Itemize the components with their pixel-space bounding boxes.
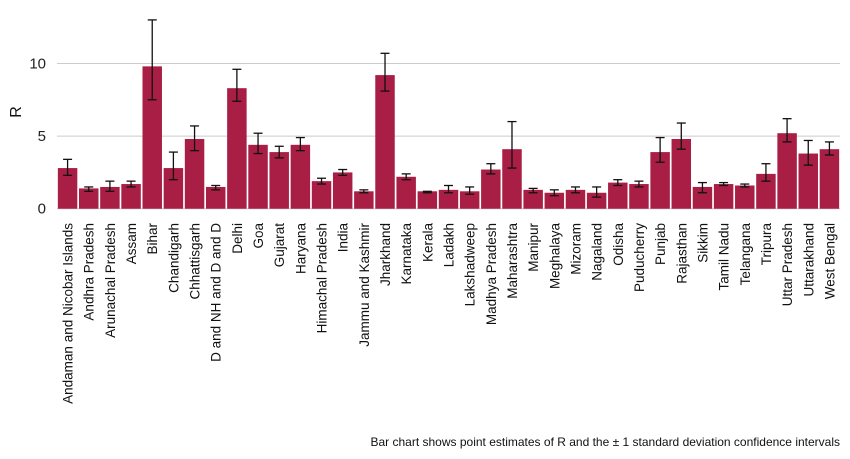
x-tick-label: India	[336, 223, 351, 253]
bar	[79, 188, 99, 209]
x-tick-label: Tamil Nadu	[717, 223, 732, 291]
x-tick-label: Nagaland	[590, 223, 605, 281]
x-tick-label: Uttar Pradesh	[780, 223, 795, 306]
chart-caption: Bar chart shows point estimates of R and…	[370, 435, 840, 449]
x-tick-label: Jammu and Kashmir	[357, 222, 372, 346]
x-tick-label: Meghalaya	[547, 223, 562, 290]
bar	[205, 186, 226, 209]
bar	[735, 185, 755, 209]
x-tick-label: Bihar	[145, 222, 160, 254]
x-tick-label: Odisha	[611, 223, 626, 266]
bar	[819, 149, 840, 209]
bar	[57, 168, 78, 209]
bar	[396, 176, 416, 209]
x-tick-label: Andaman and Nicobar Islands	[61, 223, 76, 404]
y-axis-ticks: 0 5 10	[29, 55, 46, 217]
x-tick-label: Chandigarh	[166, 223, 181, 293]
x-tick-label: Andhra Pradesh	[82, 223, 97, 321]
x-tick-label: Gujarat	[272, 223, 287, 268]
x-axis-labels: Andaman and Nicobar Islands Andhra Prades…	[61, 222, 838, 403]
bar	[481, 169, 501, 209]
bar	[798, 153, 818, 209]
bar	[459, 191, 480, 209]
x-tick-label: Chhattisgarh	[188, 223, 203, 300]
bar	[671, 139, 692, 209]
x-tick-label: Assam	[124, 223, 139, 264]
x-tick-label: Maharashtra	[505, 223, 520, 299]
bar	[142, 66, 162, 209]
bar	[586, 192, 607, 209]
error-bars	[63, 19, 834, 198]
bar	[438, 189, 459, 209]
x-tick-label: Jharkhand	[378, 223, 393, 286]
bar	[523, 189, 543, 209]
x-tick-label: Manipur	[526, 223, 541, 272]
bar	[184, 139, 205, 209]
bar	[777, 133, 797, 209]
x-tick-label: Madhya Pradesh	[484, 223, 499, 325]
bar	[332, 172, 353, 209]
x-tick-label: Arunachal Pradesh	[103, 223, 118, 338]
x-tick-label: Uttarakhand	[801, 223, 816, 297]
x-tick-label: Rajasthan	[674, 223, 689, 284]
bar	[100, 186, 120, 209]
x-tick-label: Sikkim	[695, 223, 710, 263]
x-tick-label: Himachal Pradesh	[315, 223, 330, 333]
bar	[713, 184, 734, 209]
x-tick-label: Goa	[251, 223, 266, 249]
bar	[311, 181, 332, 209]
bar	[544, 192, 565, 209]
bar	[248, 144, 268, 209]
bar	[502, 149, 522, 209]
x-tick-label: West Bengal	[822, 223, 837, 299]
y-axis-title: R	[8, 106, 25, 118]
y-tick-label: 5	[38, 128, 46, 145]
x-tick-label: Delhi	[230, 223, 245, 254]
x-tick-label: Haryana	[293, 223, 308, 275]
x-tick-label: Mizoram	[568, 223, 583, 275]
x-tick-label: Ladakh	[442, 223, 457, 267]
bar	[629, 184, 649, 209]
x-tick-label: Telangana	[738, 223, 753, 286]
bar	[354, 191, 374, 209]
bar	[121, 184, 141, 209]
bars	[57, 66, 840, 209]
x-tick-label: Lakshadweep	[463, 223, 478, 306]
bar	[565, 189, 586, 209]
x-tick-label: Punjab	[653, 223, 668, 265]
x-tick-label: Tripura	[759, 223, 774, 266]
y-tick-label: 0	[38, 201, 46, 218]
bar	[417, 191, 438, 209]
bar	[756, 173, 776, 209]
y-tick-label: 10	[29, 55, 46, 72]
x-tick-label: Puducherry	[632, 223, 647, 292]
bar	[163, 168, 184, 209]
bar	[290, 144, 311, 209]
x-tick-label: Karnataka	[399, 223, 414, 285]
bar	[375, 75, 395, 209]
bar	[692, 186, 713, 209]
x-tick-label: Kerala	[420, 223, 435, 263]
bar	[227, 88, 247, 209]
bar	[269, 152, 289, 209]
bar	[650, 152, 670, 209]
x-tick-label: D and NH and D and D	[209, 223, 224, 362]
bar	[608, 182, 628, 209]
